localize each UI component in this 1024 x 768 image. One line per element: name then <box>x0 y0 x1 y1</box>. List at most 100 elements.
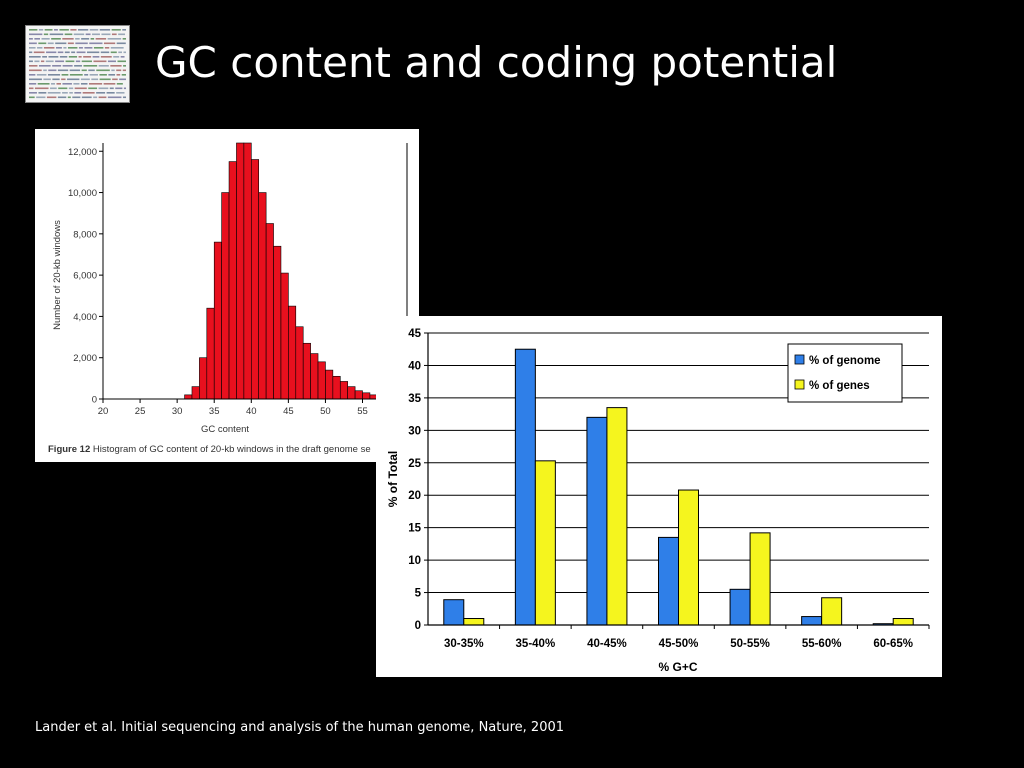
histogram-bar <box>199 357 208 400</box>
thumbnail-text-line <box>74 87 87 90</box>
histogram-caption-label: Figure 12 <box>48 444 90 455</box>
thumbnail-text-line <box>34 60 40 63</box>
thumbnail-text-line <box>81 69 87 72</box>
histogram-ylabel: Number of 20-kb windows <box>52 220 63 330</box>
histogram-bar <box>191 386 200 400</box>
bar-genes <box>463 618 485 626</box>
bar-genes <box>606 407 628 626</box>
thumbnail-text-line <box>106 92 115 94</box>
legend-swatch-genome <box>794 354 805 365</box>
thumbnail-text-line <box>83 56 92 58</box>
histogram-bar <box>258 192 267 400</box>
bar-chart-y-tick-label: 15 <box>408 523 421 535</box>
thumbnail-text-line <box>87 51 100 54</box>
thumbnail-text-line <box>91 78 99 81</box>
histogram-bar <box>332 375 341 400</box>
histogram-x-tick-label: 25 <box>135 406 146 417</box>
thumbnail-text-line <box>73 83 80 85</box>
bar-chart-y-tick-label: 35 <box>408 393 421 405</box>
thumbnail-text-line <box>33 51 45 54</box>
thumbnail-text-line <box>29 74 36 76</box>
thumbnail-text-line <box>58 87 68 90</box>
thumbnail-text-line <box>44 29 53 31</box>
thumbnail-text-line <box>51 38 61 40</box>
thumbnail-text-line <box>100 51 110 54</box>
thumbnail-text-line <box>38 29 44 31</box>
thumbnail-text-line <box>29 78 42 81</box>
thumbnail-text-line <box>99 74 107 76</box>
thumbnail-text-line <box>88 87 98 90</box>
histogram-figure: 0 2,000 4,000 6,000 8,000 10,000 12,000 20 25 30… <box>35 129 419 462</box>
thumbnail-text-line <box>47 74 61 76</box>
thumbnail-text-line <box>119 78 126 81</box>
thumbnail-text-line <box>68 56 78 58</box>
histogram-bar <box>280 272 289 400</box>
histogram-bar <box>213 241 222 400</box>
bar-chart-x-tick-label: 55-60% <box>802 638 842 650</box>
thumbnail-text-line <box>116 74 121 76</box>
thumbnail-text-line <box>42 56 48 58</box>
legend-label-genes: % of genes <box>809 380 870 392</box>
bar-chart-x-tick-label: 50-55% <box>730 638 770 650</box>
thumbnail-text-line <box>74 92 82 94</box>
thumbnail-text-line <box>78 56 82 58</box>
thumbnail-text-line <box>48 69 57 72</box>
thumbnail-text-line <box>123 65 126 67</box>
histogram-x-tick-label: 35 <box>209 406 220 417</box>
legend-box <box>787 343 903 403</box>
bar-genome <box>514 348 536 626</box>
bar-chart-x-tick-label: 35-40% <box>516 638 556 650</box>
bar-chart-y-tick-label: 40 <box>408 360 421 372</box>
thumbnail-text-line <box>29 51 33 54</box>
thumbnail-text-line <box>29 38 33 40</box>
thumbnail-text-line <box>63 47 67 49</box>
thumbnail-text-line <box>118 33 126 36</box>
histogram-bar <box>184 394 193 400</box>
thumbnail-text-line <box>43 47 55 49</box>
thumbnail-text-line <box>85 33 91 36</box>
slide-title: GC content and coding potential <box>155 38 838 87</box>
legend-label-genome: % of genome <box>809 355 881 367</box>
thumbnail-text-line <box>46 51 57 54</box>
thumbnail-text-line <box>103 83 116 85</box>
thumbnail-text-line <box>120 56 125 58</box>
thumbnail-text-line <box>112 78 118 81</box>
thumbnail-text-line <box>67 78 80 81</box>
thumbnail-text-line <box>110 47 124 49</box>
thumbnail-text-line <box>121 74 126 76</box>
thumbnail-text-line <box>81 96 92 99</box>
thumbnail-text-line <box>111 69 115 72</box>
thumbnail-text-line <box>93 47 104 49</box>
thumbnail-text-line <box>107 60 116 63</box>
thumbnail-text-line <box>29 42 37 45</box>
thumbnail-text-line <box>81 60 92 63</box>
thumbnail-text-line <box>89 42 103 45</box>
thumbnail-text-line <box>109 87 114 90</box>
thumbnail-text-line <box>110 51 117 54</box>
bar-genes <box>534 460 556 626</box>
thumbnail-text-line <box>118 51 122 54</box>
thumbnail-text-line <box>29 69 42 72</box>
thumbnail-text-line <box>69 74 83 76</box>
thumbnail-text-line <box>75 38 80 40</box>
thumbnail-text-line <box>49 33 64 36</box>
thumbnail-text-line <box>43 69 47 72</box>
thumbnail-text-line <box>68 87 74 90</box>
thumbnail-text-line <box>116 92 125 94</box>
thumbnail-text-line <box>69 92 73 94</box>
histogram-y-tick-label: 2,000 <box>73 353 97 364</box>
bar-genes <box>749 532 771 626</box>
thumbnail-text-line <box>99 29 111 31</box>
histogram-bar <box>295 326 304 400</box>
thumbnail-text-line <box>107 96 122 99</box>
thumbnail-text-line <box>29 92 37 94</box>
bar-chart-y-tick-label: 10 <box>408 555 421 567</box>
histogram-bar <box>273 245 282 400</box>
histogram-bar <box>362 392 371 400</box>
thumbnail-text-line <box>80 83 88 85</box>
thumbnail-text-line <box>34 87 49 90</box>
thumbnail-text-line <box>55 42 67 45</box>
thumbnail-text-line <box>69 69 81 72</box>
thumbnail-text-line <box>29 96 35 99</box>
thumbnail-text-line <box>123 87 126 90</box>
